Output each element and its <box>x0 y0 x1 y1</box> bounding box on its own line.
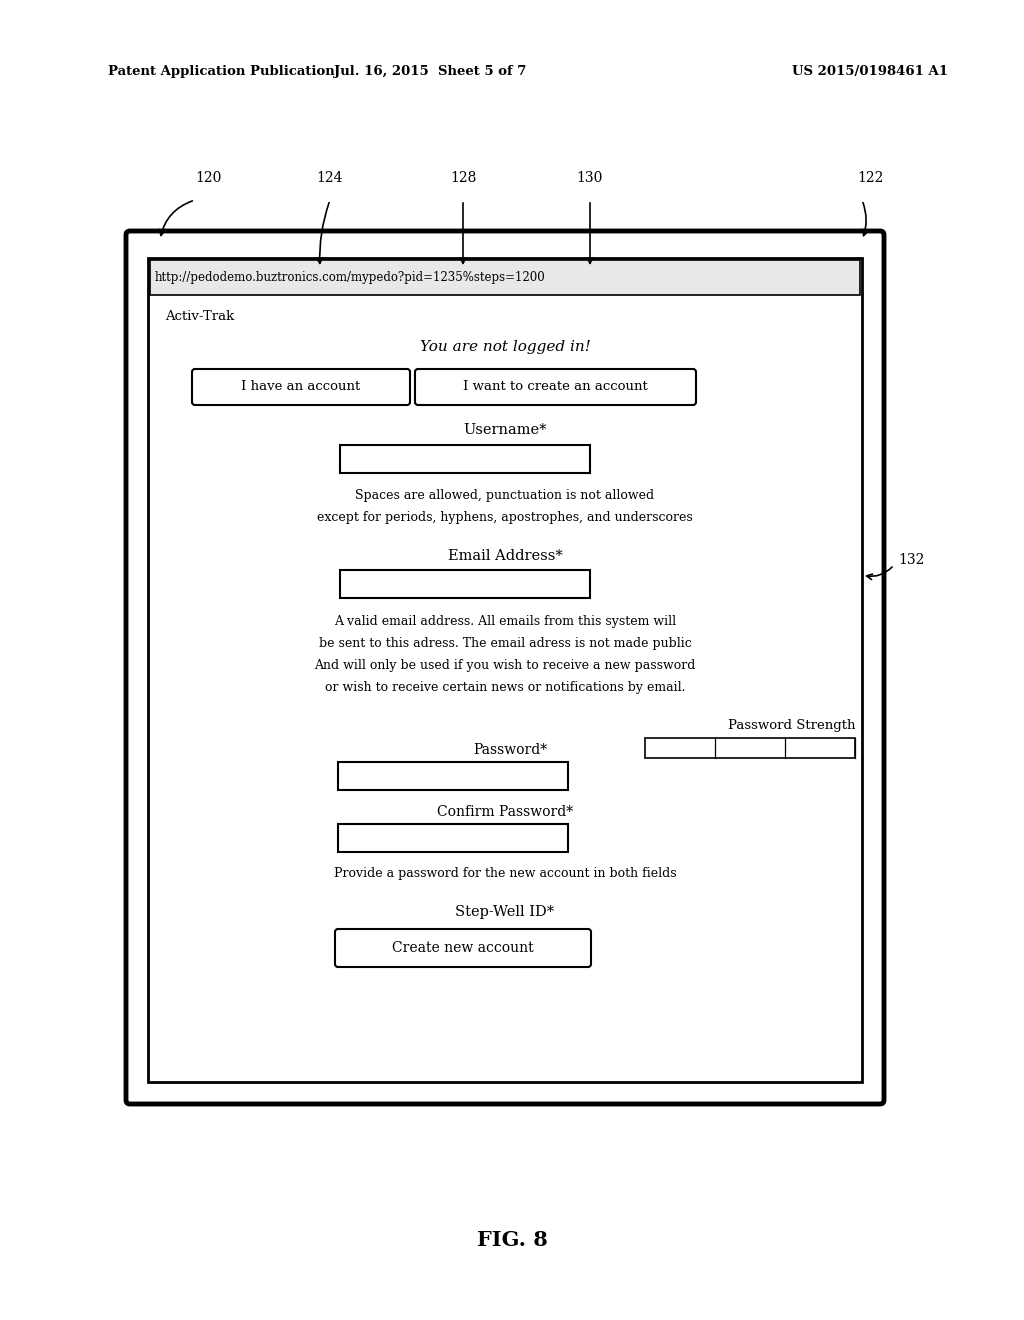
Bar <box>338 762 568 789</box>
Text: Email Address*: Email Address* <box>447 549 562 564</box>
FancyBboxPatch shape <box>193 370 410 405</box>
Text: 130: 130 <box>577 172 603 185</box>
Text: Password Strength: Password Strength <box>727 719 855 733</box>
Text: You are not logged in!: You are not logged in! <box>420 341 591 354</box>
Bar <box>340 445 590 473</box>
Bar <box>340 570 590 598</box>
Bar <box>150 260 860 294</box>
Text: be sent to this adress. The email adress is not made public: be sent to this adress. The email adress… <box>318 638 691 651</box>
Bar <box>645 738 855 758</box>
Text: Spaces are allowed, punctuation is not allowed: Spaces are allowed, punctuation is not a… <box>355 488 654 502</box>
Text: Password*: Password* <box>473 743 547 756</box>
FancyBboxPatch shape <box>335 929 591 968</box>
Text: A valid email address. All emails from this system will: A valid email address. All emails from t… <box>334 615 676 628</box>
Text: or wish to receive certain news or notifications by email.: or wish to receive certain news or notif… <box>325 681 685 694</box>
FancyBboxPatch shape <box>415 370 696 405</box>
Bar <box>148 257 862 1082</box>
Text: US 2015/0198461 A1: US 2015/0198461 A1 <box>792 66 948 78</box>
Text: Patent Application Publication: Patent Application Publication <box>108 66 335 78</box>
Text: 132: 132 <box>898 553 925 568</box>
Text: Confirm Password*: Confirm Password* <box>437 805 573 818</box>
Text: except for periods, hyphens, apostrophes, and underscores: except for periods, hyphens, apostrophes… <box>317 511 693 524</box>
Text: 120: 120 <box>195 172 221 185</box>
FancyBboxPatch shape <box>126 231 884 1104</box>
Text: I want to create an account: I want to create an account <box>463 380 648 393</box>
Text: Step-Well ID*: Step-Well ID* <box>456 906 555 919</box>
Text: Jul. 16, 2015  Sheet 5 of 7: Jul. 16, 2015 Sheet 5 of 7 <box>334 66 526 78</box>
Text: http://pedodemo.buztronics.com/mypedo?pid=1235%steps=1200: http://pedodemo.buztronics.com/mypedo?pi… <box>155 271 546 284</box>
Text: Activ-Trak: Activ-Trak <box>165 309 234 322</box>
Text: Username*: Username* <box>463 422 547 437</box>
Text: I have an account: I have an account <box>242 380 360 393</box>
Text: Provide a password for the new account in both fields: Provide a password for the new account i… <box>334 867 676 880</box>
Bar <box>338 824 568 851</box>
Text: 128: 128 <box>450 172 476 185</box>
Text: 124: 124 <box>316 172 343 185</box>
Text: And will only be used if you wish to receive a new password: And will only be used if you wish to rec… <box>314 660 695 672</box>
Text: 122: 122 <box>857 172 884 185</box>
Text: Create new account: Create new account <box>392 941 534 954</box>
Text: FIG. 8: FIG. 8 <box>476 1230 548 1250</box>
